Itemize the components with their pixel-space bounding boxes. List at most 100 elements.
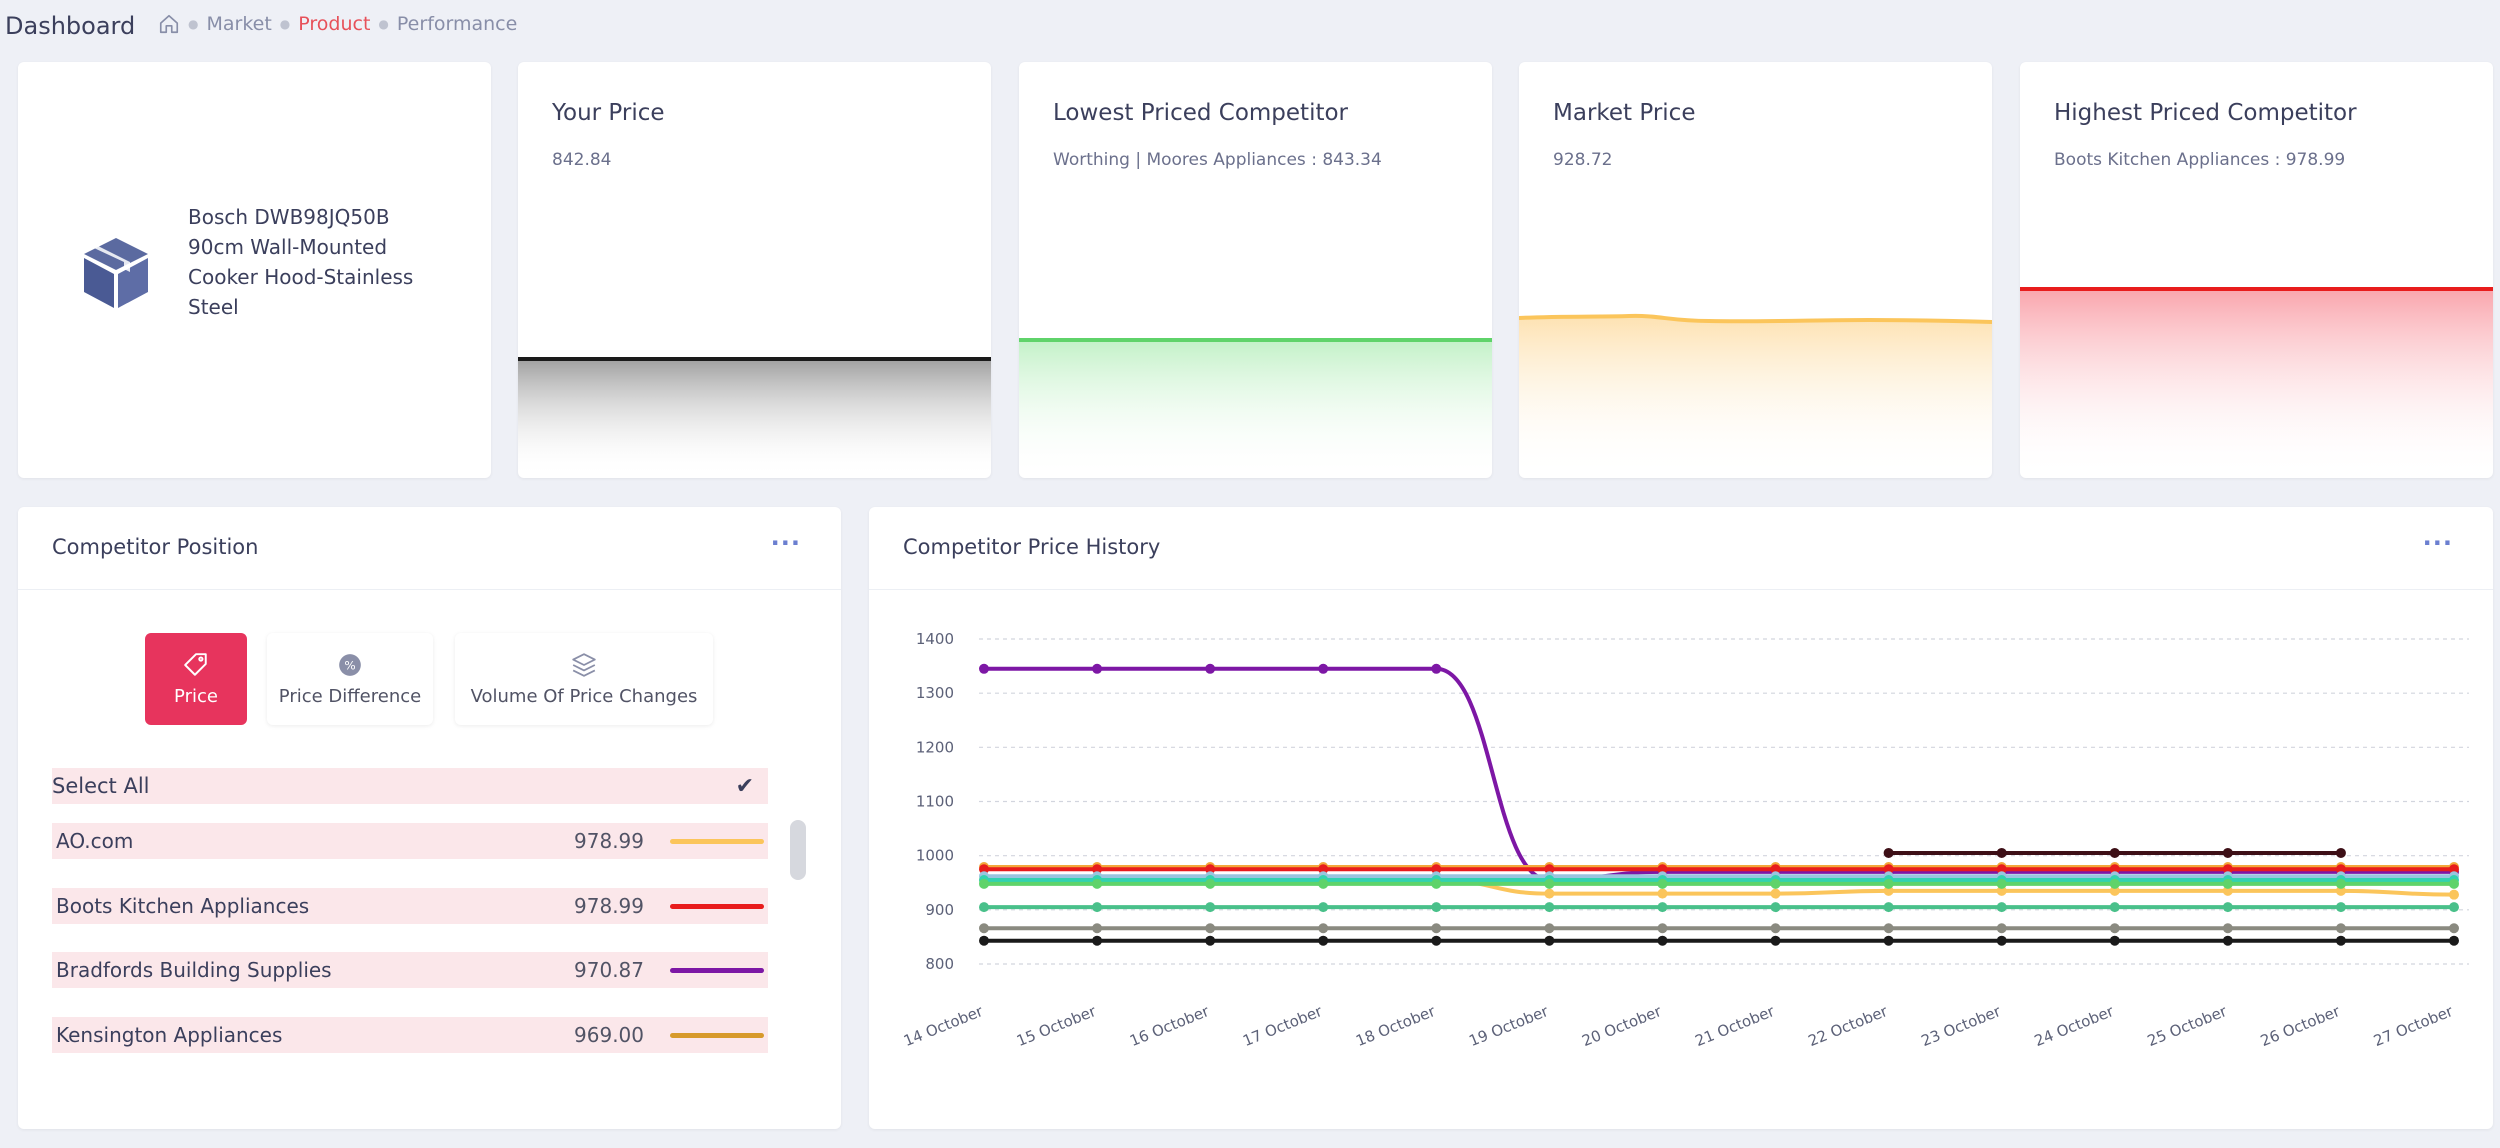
data-point — [2335, 935, 2346, 946]
x-tick-label: 14 October — [901, 1002, 986, 1050]
competitor-row[interactable]: AO.com 978.99 — [52, 823, 768, 859]
tab-volume-of-price-changes[interactable]: Volume Of Price Changes — [455, 633, 713, 725]
data-point — [1544, 935, 1555, 946]
data-point — [2109, 885, 2120, 896]
data-point — [1996, 847, 2007, 858]
data-point — [1770, 888, 1781, 899]
more-horizontal-icon[interactable]: ··· — [2422, 529, 2453, 557]
checkmark-icon[interactable]: ✔ — [735, 773, 754, 799]
scrollbar-thumb[interactable] — [790, 820, 806, 880]
data-point — [1996, 885, 2007, 896]
data-point — [1544, 888, 1555, 899]
x-tick-label: 15 October — [1014, 1002, 1099, 1050]
tab-label: Price — [174, 685, 218, 707]
x-tick-label: 21 October — [1693, 1002, 1778, 1050]
x-tick-label: 18 October — [1353, 1002, 1438, 1050]
data-point — [1996, 878, 2007, 889]
data-point — [2222, 885, 2233, 896]
section-title: Competitor Price History — [903, 535, 1161, 559]
breadcrumb: ● Market ● Product ● Performance — [158, 13, 517, 35]
series-line — [983, 666, 2454, 883]
kpi-title: Lowest Priced Competitor — [1053, 100, 1349, 126]
tab-price[interactable]: Price — [145, 633, 247, 725]
more-horizontal-icon[interactable]: ··· — [770, 529, 801, 557]
kpi-sparkline — [1519, 313, 1992, 477]
data-point — [2449, 889, 2459, 900]
data-point — [1544, 902, 1555, 913]
competitor-name: Kensington Appliances — [56, 1023, 283, 1047]
kpi-card-market-price: Market Price 928.72 — [1519, 62, 1992, 478]
series-color-swatch — [670, 838, 764, 844]
box-icon — [76, 232, 156, 312]
x-tick-label: 16 October — [1127, 1002, 1212, 1050]
data-point — [1092, 864, 1103, 875]
price-history-chart: 800 900 1000 1100 1200 1300 1400 14 October 15 O… — [901, 630, 2469, 1050]
data-point — [2449, 935, 2459, 946]
divider — [869, 589, 2493, 590]
data-point — [1770, 864, 1781, 875]
data-point — [1544, 878, 1555, 889]
data-point — [1996, 864, 2007, 875]
x-tick-label: 24 October — [2032, 1002, 2117, 1050]
data-point — [1883, 923, 1894, 934]
kpi-sparkline — [518, 357, 991, 477]
breadcrumb-product[interactable]: Product — [298, 13, 371, 35]
data-point — [2109, 902, 2120, 913]
data-point — [1657, 935, 1668, 946]
competitor-row[interactable]: Kensington Appliances 969.00 — [52, 1017, 768, 1053]
kpi-title: Your Price — [552, 100, 665, 126]
select-all-label: Select All — [52, 774, 150, 798]
y-tick-label: 900 — [925, 901, 954, 919]
data-point — [2449, 864, 2459, 875]
data-point — [1883, 935, 1894, 946]
product-card: Bosch DWB98JQ50B 90cm Wall-Mounted Cooke… — [18, 62, 491, 478]
competitor-row[interactable]: Boots Kitchen Appliances 978.99 — [52, 888, 768, 924]
kpi-value: Boots Kitchen Appliances : 978.99 — [2054, 150, 2346, 170]
breadcrumb-market[interactable]: Market — [206, 13, 272, 35]
data-point — [979, 878, 989, 889]
x-tick-label: 22 October — [1806, 1002, 1891, 1050]
tab-label: Volume Of Price Changes — [470, 685, 698, 707]
data-point — [2335, 864, 2346, 875]
data-point — [2449, 902, 2459, 913]
data-point — [1431, 935, 1442, 946]
data-point — [1318, 935, 1329, 946]
svg-text:%: % — [344, 658, 355, 672]
kpi-card-highest-competitor: Highest Priced Competitor Boots Kitchen … — [2020, 62, 2493, 478]
tab-label: Price Difference — [278, 685, 422, 707]
data-point — [1544, 923, 1555, 934]
data-point — [1770, 878, 1781, 889]
kpi-card-your-price: Your Price 842.84 — [518, 62, 991, 478]
x-tick-label: 27 October — [2371, 1002, 2456, 1050]
data-point — [2222, 864, 2233, 875]
data-point — [1318, 878, 1329, 889]
data-point — [2109, 864, 2120, 875]
competitor-name: Bradfords Building Supplies — [56, 958, 332, 982]
data-point — [1318, 663, 1329, 674]
breadcrumb-separator: ● — [378, 17, 389, 31]
data-point — [2335, 902, 2346, 913]
tag-icon — [184, 652, 207, 676]
data-point — [1770, 902, 1781, 913]
data-point — [1092, 935, 1103, 946]
home-icon[interactable] — [158, 13, 180, 35]
data-point — [1431, 663, 1442, 674]
data-point — [2335, 847, 2346, 858]
competitor-price: 978.99 — [574, 894, 644, 918]
data-point — [1883, 878, 1894, 889]
product-name: Bosch DWB98JQ50B 90cm Wall-Mounted Cooke… — [188, 205, 414, 319]
data-point — [1205, 902, 1216, 913]
data-point — [1092, 923, 1103, 934]
divider — [18, 589, 841, 590]
tab-price-difference[interactable]: % Price Difference — [267, 633, 433, 725]
select-all-row[interactable]: Select All ✔ — [52, 768, 768, 804]
kpi-sparkline — [1019, 338, 1492, 477]
competitor-row[interactable]: Bradfords Building Supplies 970.87 — [52, 952, 768, 988]
data-point — [2335, 885, 2346, 896]
data-point — [2222, 935, 2233, 946]
data-point — [979, 902, 989, 913]
competitor-position-card: Competitor Position ··· Price % Price Di… — [18, 507, 841, 1129]
competitor-name: AO.com — [56, 829, 134, 853]
data-point — [2335, 923, 2346, 934]
data-point — [2449, 878, 2459, 889]
